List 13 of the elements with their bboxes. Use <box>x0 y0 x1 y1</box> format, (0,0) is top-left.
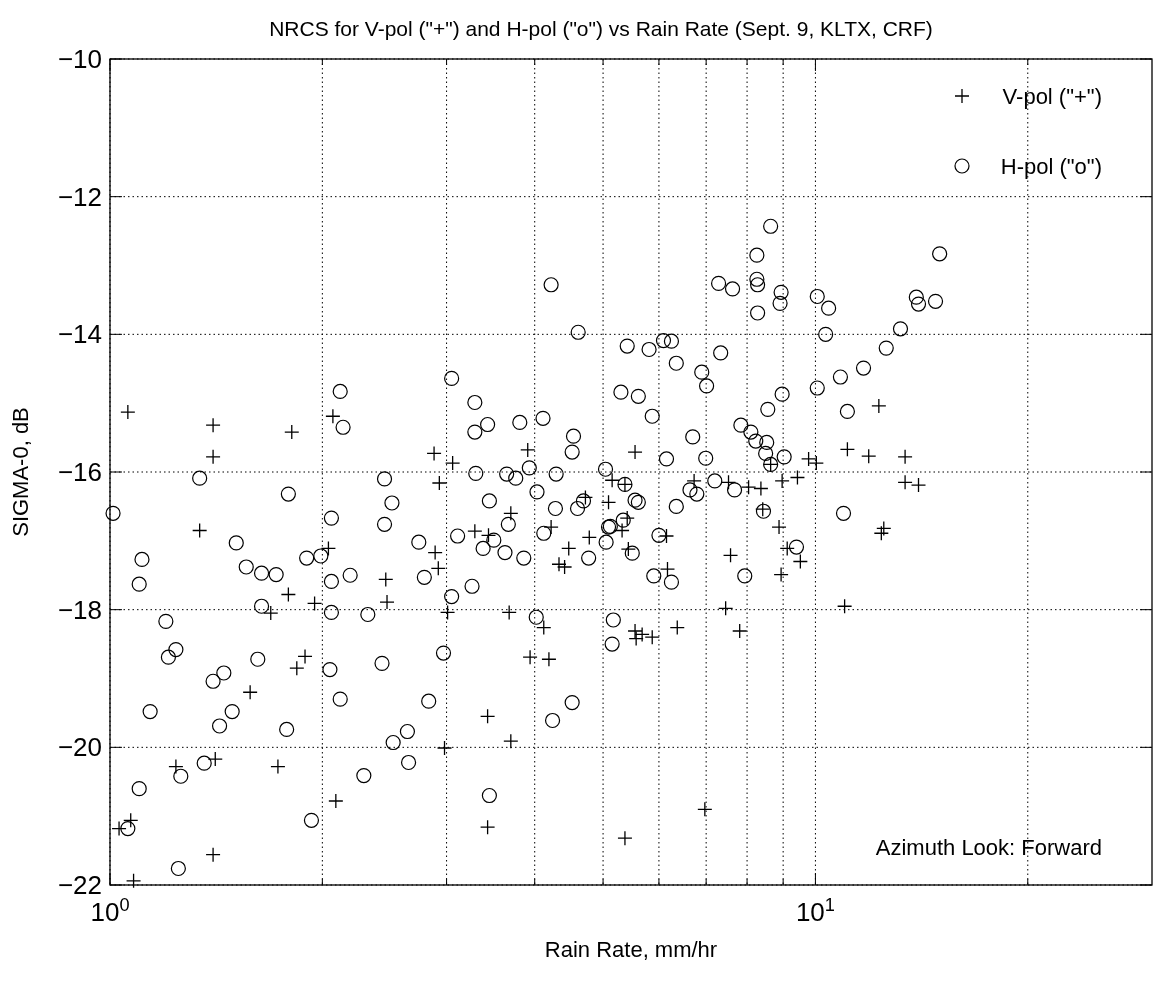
legend-label: V-pol ("+") <box>1002 84 1102 109</box>
y-tick-label: −14 <box>57 319 102 350</box>
y-tick-label: −20 <box>57 732 102 763</box>
y-tick-label: −10 <box>57 44 102 74</box>
y-axis-title: SIGMA-0, dB <box>8 407 33 537</box>
annotation: Azimuth Look: Forward <box>875 835 1102 860</box>
x-tick-label: 10$^{1}$ <box>795 895 835 927</box>
y-tick-label: −12 <box>57 181 102 212</box>
chart-title: NRCS for V-pol ("+") and H-pol ("o") vs Rain Rate (Sept. 9, KLTX, CRF) <box>269 17 933 40</box>
y-tick-label: −18 <box>57 594 102 625</box>
legend-label: H-pol ("o") <box>1000 154 1102 179</box>
x-axis-title: Rain Rate, mm/hr <box>544 937 718 962</box>
y-tick-label: −16 <box>57 457 102 487</box>
